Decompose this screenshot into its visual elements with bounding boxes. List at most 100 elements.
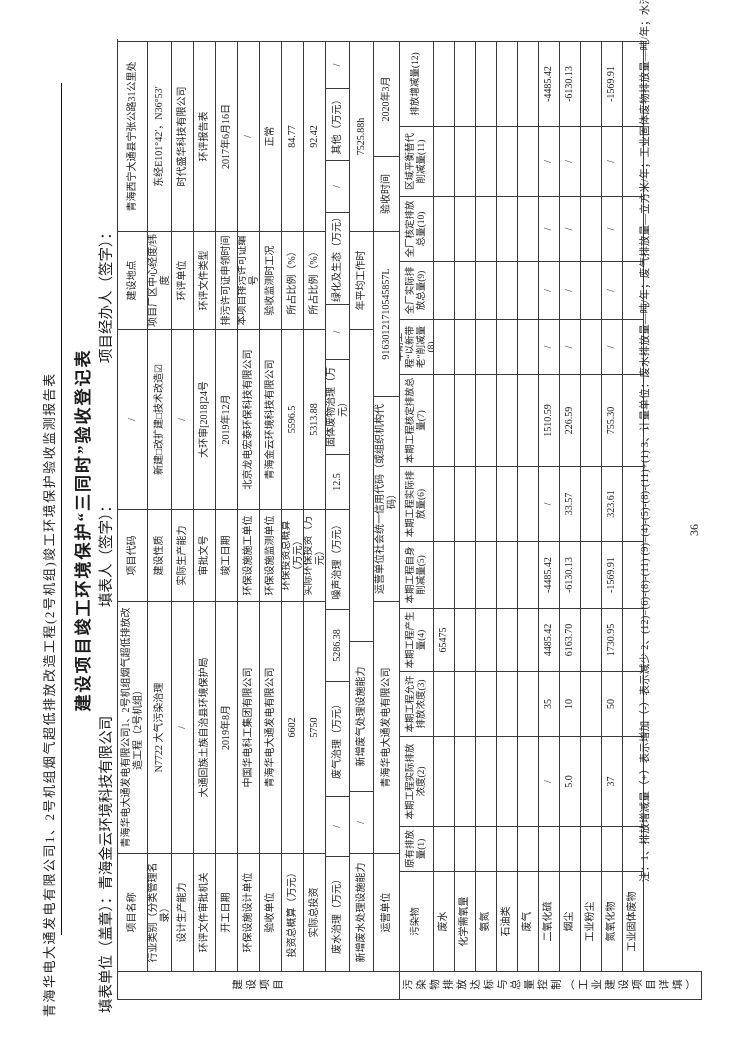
pollutant-value: 35 <box>539 671 560 736</box>
pollutant-value <box>581 466 602 541</box>
field-label: 设计生产能力 <box>172 853 194 971</box>
pollutant-value <box>518 671 539 736</box>
pollutant-value <box>476 736 497 826</box>
pollutant-value <box>518 319 539 374</box>
field-label: 环评单位 <box>172 231 194 329</box>
pollutant-name: 二氧化硫 <box>539 871 560 971</box>
construction-row: 新增废水处理设施能力 / 新增废气处理设施能力 年平均工作时 7525.88h <box>350 39 374 971</box>
field-label: 实际生产能力 <box>172 509 194 601</box>
quantity-col-header: 原有排放量(1) <box>400 826 434 871</box>
pollutant-value: / <box>602 126 623 196</box>
field-value: 6602 <box>282 601 304 853</box>
field-label: 竣工日期 <box>216 509 238 601</box>
footnote: 注：1、排放增减量（+）表示增加（-）表示减少 2、(12)=(6)-(8)-(… <box>640 0 651 882</box>
field-label: 环保设施设计单位 <box>238 853 260 971</box>
pollutant-value <box>434 374 455 466</box>
fill-unit-label: 填表单位（盖章）：青海金云环境科技有限公司 <box>99 715 115 1013</box>
pollutant-value <box>434 319 455 374</box>
pollutant-name: 氨氮 <box>476 871 497 971</box>
pollutant-row: 氨氮 <box>476 39 497 971</box>
pollutant-value <box>518 261 539 319</box>
pollutant-value <box>518 466 539 541</box>
pollutant-name: 石油类 <box>497 871 518 971</box>
pollutant-value <box>518 196 539 261</box>
header-rule <box>61 83 62 935</box>
construction-row: 验收单位 青海华电大通发电有限公司 环保设施监测单位 青海金云环境科技有限公司 验收监测… <box>260 39 282 971</box>
fill-person-label: 填表人（签字）： <box>99 498 115 607</box>
side-label-pollutant: 污染物排放达标与总量控制（工业建设项目详填） <box>400 971 702 999</box>
pollutant-value <box>455 41 476 126</box>
pollutant-value: 65475 <box>434 608 455 671</box>
field-value: 北京龙电宏泰环保科技有限公司 <box>238 329 260 509</box>
quantity-col-header: 本期工程允许排放浓度(3) <box>400 671 434 736</box>
pollutant-value <box>581 541 602 608</box>
field-value: 正常 <box>260 41 282 231</box>
pollutant-value <box>518 608 539 671</box>
pollutant-value <box>434 41 455 126</box>
pollutant-name: 废气 <box>518 871 539 971</box>
pollutant-value: 755.30 <box>602 374 623 466</box>
construction-row: 运营单位 青海华电大通发电有限公司 运营单位社会统一信用代码（或组织机构代码） 916… <box>374 39 400 971</box>
pollutant-value <box>434 541 455 608</box>
field-value: 大通回族土族自治县环境保护局 <box>194 601 216 853</box>
pollutant-value: / <box>539 196 560 261</box>
pollutant-row: 烟尘 5.0 10 6163.70 -6130.13 33.57 226.59// / / -61… <box>560 39 581 971</box>
field-value: 84.77 <box>282 41 304 231</box>
field-label: 投资总概算（万元） <box>282 853 304 971</box>
field-label: 项目名称 <box>118 853 148 971</box>
pollutant-value: / <box>539 126 560 196</box>
pollutant-value <box>455 608 476 671</box>
pollutant-value <box>581 196 602 261</box>
construction-row: 环保设施设计单位 中国华电科工集团有限公司 环保设施施工单位 北京龙电宏泰环保科技有限… <box>238 39 260 971</box>
pollutant-name: 烟尘 <box>560 871 581 971</box>
pollutant-value <box>581 826 602 871</box>
field-label: 环评文件类型 <box>194 231 216 329</box>
field-label: 运营单位社会统一信用代码（或组织机构代码） <box>374 396 400 601</box>
field-value: 91630121710545857L <box>374 231 400 396</box>
pollutant-value <box>497 541 518 608</box>
pollutant-value: -1569.91 <box>602 541 623 608</box>
field-label: 噪声治理（万元） <box>326 509 350 609</box>
construction-row: 环评文件审批机关 大通回族土族自治县环境保护局 审批文号 大环审[2018]24号 环评… <box>194 39 216 971</box>
pollutant-value <box>581 608 602 671</box>
pollutant-value <box>455 541 476 608</box>
field-label: 环保设施监测单位 <box>260 509 282 601</box>
quantity-col-header: 本期工程自身削减量(5) <box>400 541 434 608</box>
field-value: 青海华电大通发电有限公司 <box>260 601 282 853</box>
field-value: 新建□改扩建□技术改造☑ <box>148 329 172 509</box>
report-header-line: 青海华电大通发电有限公司1、2号机组烟气超低排放改造工程(2号机组)竣工环境保护… <box>42 372 57 1017</box>
field-value: / <box>350 791 374 853</box>
pollutant-value <box>497 671 518 736</box>
field-value: 2019年8月 <box>216 601 238 853</box>
field-label: 环评文件审批机关 <box>194 853 216 971</box>
field-value: 5286.38 <box>326 609 350 681</box>
pollutant-row: 化学需氧量 <box>455 39 476 971</box>
pollutant-value <box>497 826 518 871</box>
pollutant-value <box>581 671 602 736</box>
pollutant-header-row: 污染物 原有排放量(1) 本期工程实际排放浓度(2) 本期工程允许排放浓度(3) 本期工… <box>400 39 434 971</box>
field-value: / <box>326 304 350 359</box>
quantity-col-header: 本期工程核定排放总量(7) <box>400 374 434 466</box>
field-label: 验收时间 <box>374 156 400 231</box>
pollutant-row: 废气 <box>518 39 539 971</box>
field-value: / <box>172 601 194 853</box>
quantity-col-header: 区域平衡替代削减量(11) <box>400 126 434 196</box>
field-value: 东经E101°42′，N36°53′ <box>148 41 172 231</box>
field-label: 废气治理（万元） <box>326 681 350 796</box>
pollutant-value <box>497 41 518 126</box>
pollutant-name: 氮氧化物 <box>602 871 623 971</box>
field-label: 验收单位 <box>260 853 282 971</box>
quantity-col-header: 本期工程“以新带老”削减量(8) <box>400 319 434 374</box>
field-value <box>350 329 374 641</box>
pollutant-value <box>497 466 518 541</box>
pollutant-value <box>434 671 455 736</box>
pollutant-value <box>455 671 476 736</box>
project-agent-label: 项目经办人（签字）： <box>99 225 115 363</box>
pollutant-value: -4485.42 <box>539 541 560 608</box>
pollutant-value <box>455 261 476 319</box>
field-label: 排污许可证申领时间 <box>216 231 238 329</box>
quantity-col-header: 本期工程产生量(4) <box>400 608 434 671</box>
pollutant-value <box>497 319 518 374</box>
field-label: 新增废气处理设施能力 <box>350 641 374 791</box>
